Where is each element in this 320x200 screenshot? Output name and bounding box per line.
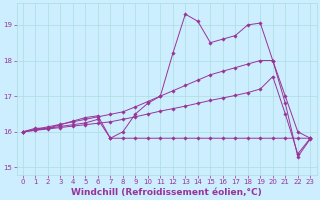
X-axis label: Windchill (Refroidissement éolien,°C): Windchill (Refroidissement éolien,°C) bbox=[71, 188, 262, 197]
